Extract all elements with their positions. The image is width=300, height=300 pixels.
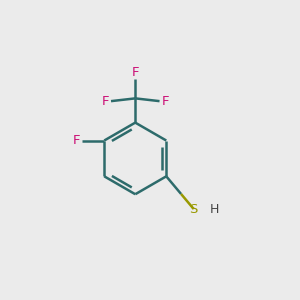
- Text: F: F: [73, 134, 80, 147]
- Text: H: H: [210, 202, 219, 216]
- Text: F: F: [161, 94, 169, 108]
- Text: S: S: [190, 202, 198, 216]
- Text: F: F: [131, 66, 139, 79]
- Text: F: F: [102, 94, 109, 108]
